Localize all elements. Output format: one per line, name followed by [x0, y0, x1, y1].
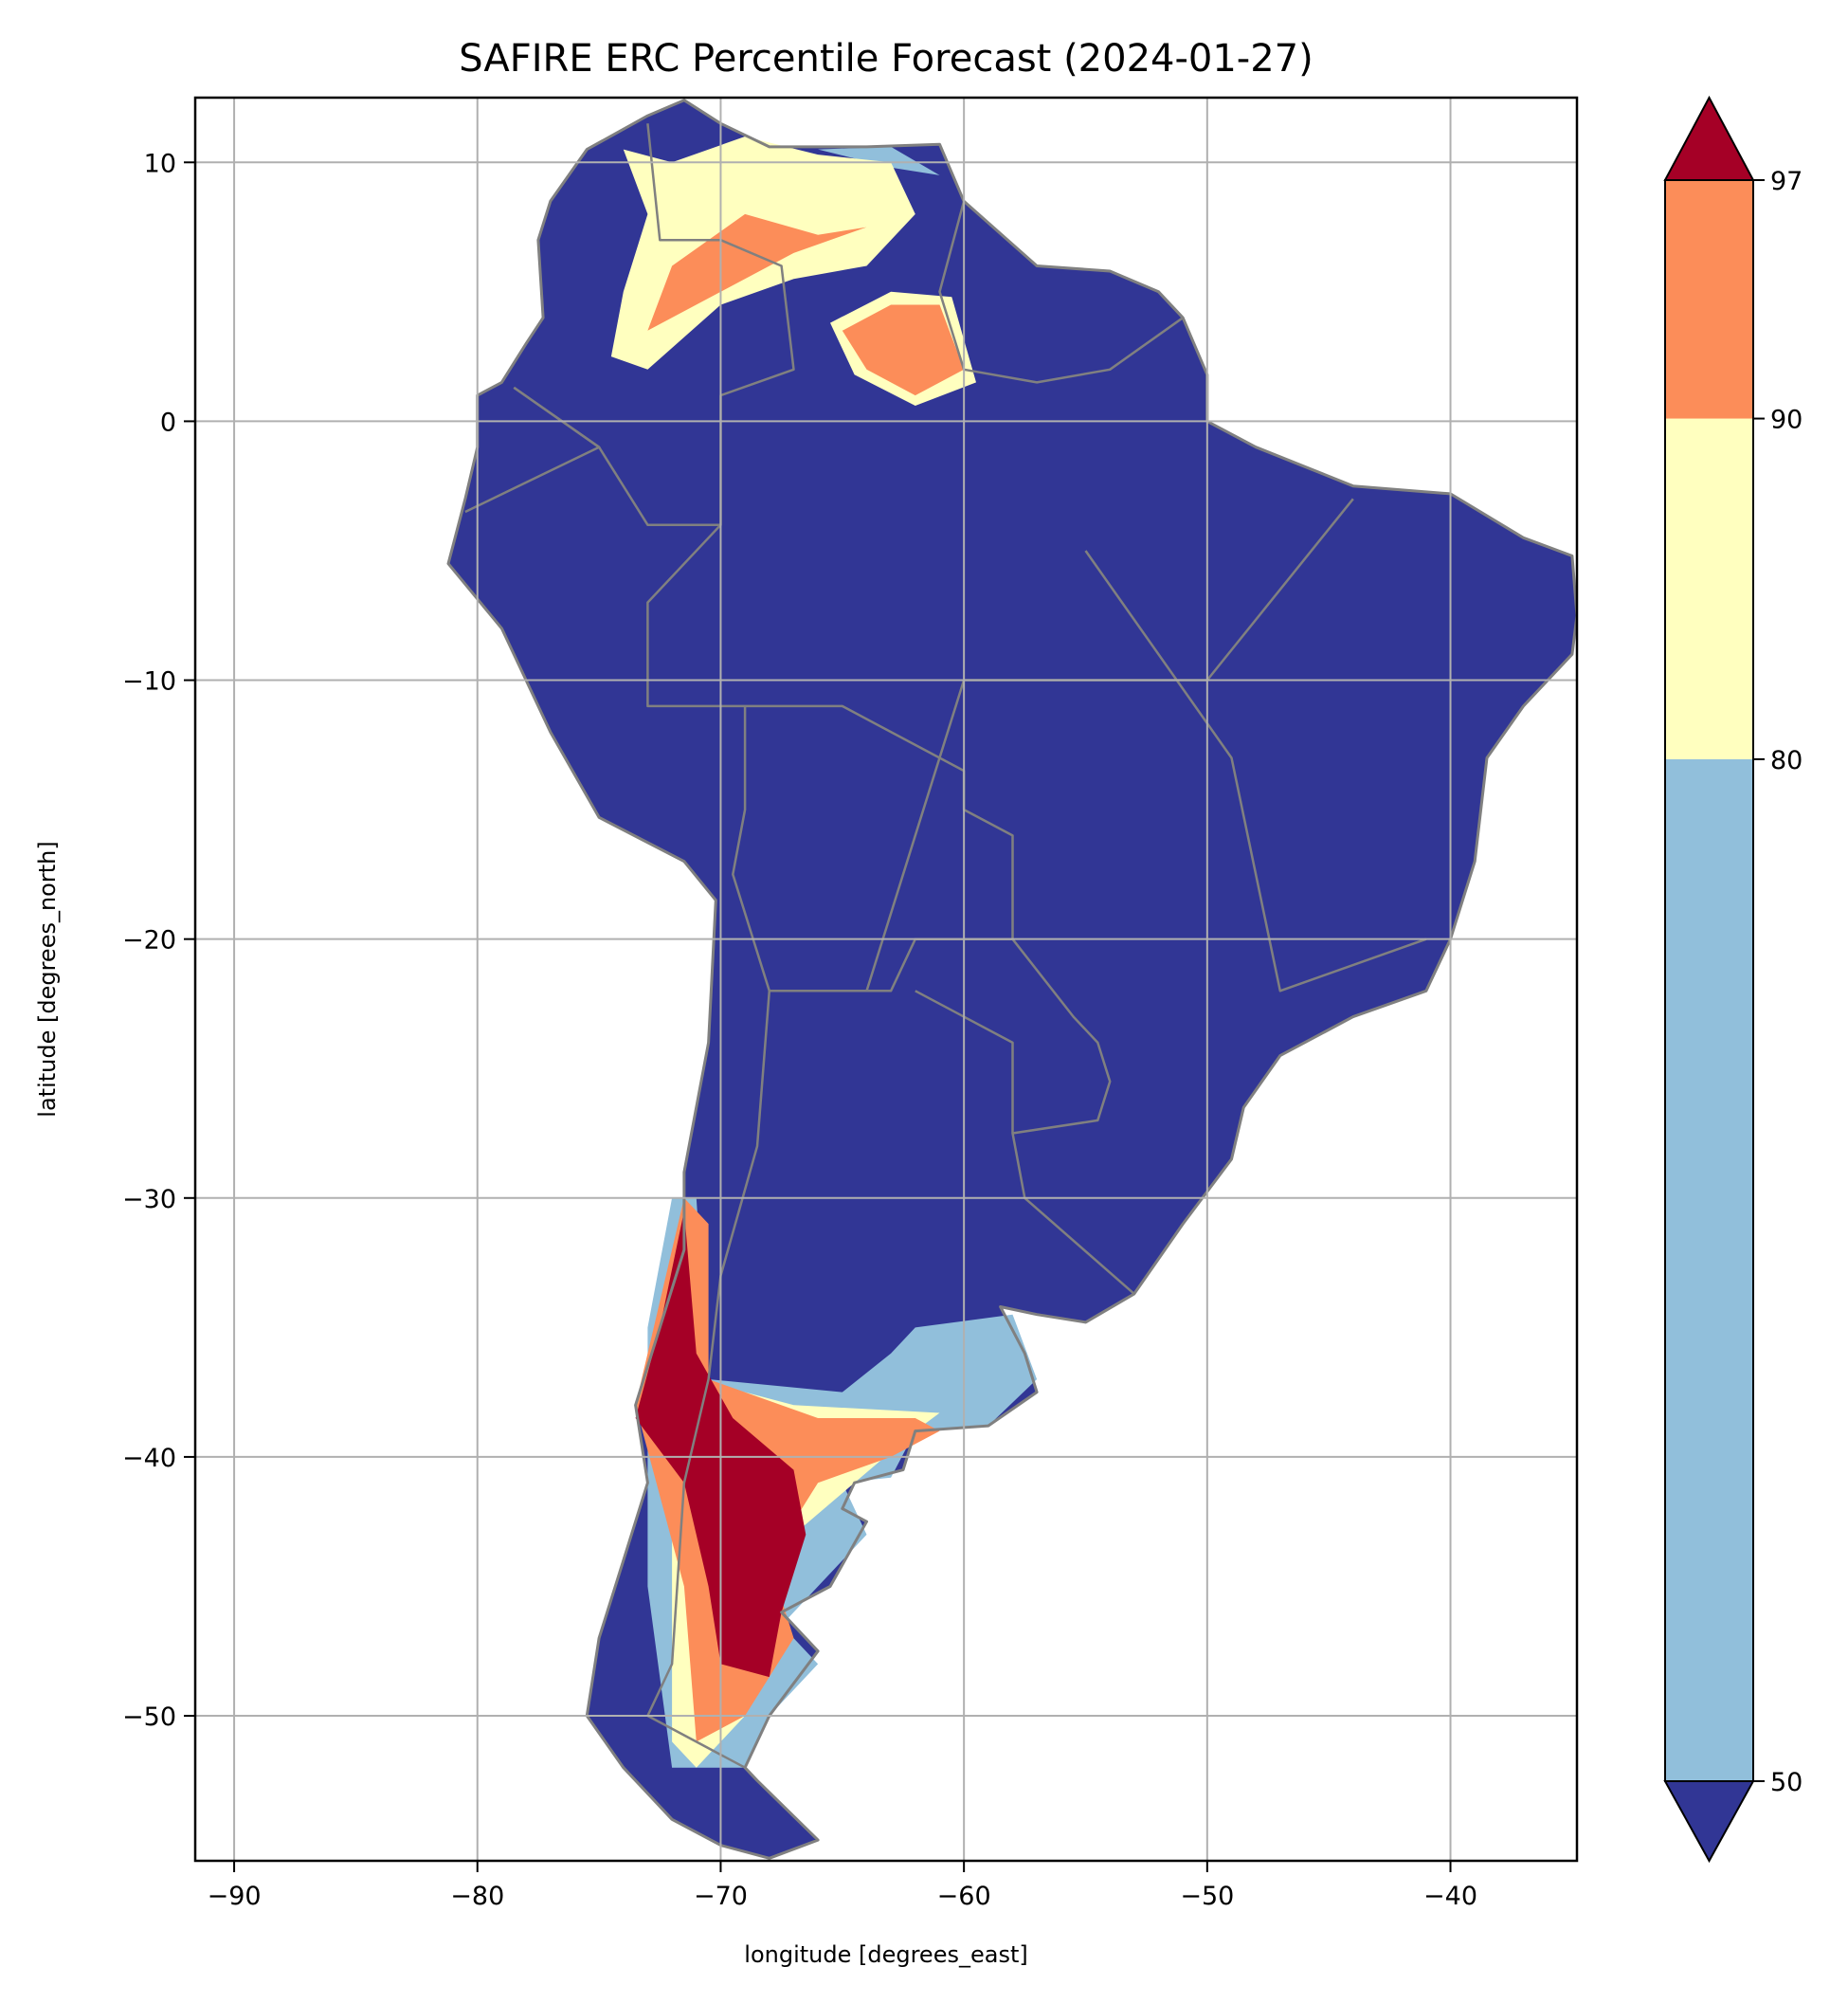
x-tick-label: −50	[1180, 1882, 1234, 1911]
y-tick-label: −40	[122, 1444, 176, 1473]
x-tick-label: −70	[694, 1882, 748, 1911]
land-below-50	[448, 100, 1577, 1859]
y-axis-label: latitude [degrees_north]	[34, 841, 61, 1117]
y-axis: 10 0 −10 −20 −30 −40 −50	[122, 149, 195, 1732]
y-tick-label: −10	[122, 667, 176, 697]
x-tick-label: −80	[450, 1882, 504, 1911]
x-tick-label: −40	[1423, 1882, 1477, 1911]
coastline	[446, 99, 1577, 1860]
map-layer	[446, 99, 1577, 1860]
colorbar-segment	[1665, 758, 1753, 1781]
y-tick-label: −50	[122, 1703, 176, 1732]
colorbar-segment	[1665, 418, 1753, 759]
colorbar-extend-min	[1663, 1780, 1755, 1864]
axes-frame	[193, 96, 1579, 1863]
colorbar-frame	[1664, 179, 1754, 1782]
plot-area	[193, 96, 1579, 1863]
country-border	[915, 938, 1112, 1135]
colorbar-segment	[1665, 180, 1753, 419]
country-border	[938, 200, 1184, 384]
x-tick-label: −60	[937, 1882, 991, 1911]
colorbar: 50 80 90 97	[1663, 95, 1803, 1864]
region-50-80-venezuela	[818, 146, 940, 175]
colorbar-tick-label: 90	[1770, 406, 1803, 435]
colorbar-tick-label: 50	[1770, 1768, 1803, 1797]
x-axis: −90 −80 −70 −60 −50 −40	[208, 1861, 1477, 1911]
chart-title: SAFIRE ERC Percentile Forecast (2024-01-…	[459, 37, 1314, 81]
country-border	[1084, 550, 1427, 992]
x-axis-label: longitude [degrees_east]	[744, 1941, 1027, 1968]
region-90-97-guyana	[842, 304, 965, 396]
country-border	[513, 123, 795, 526]
y-tick-label: −30	[122, 1185, 176, 1214]
region-90-97-venezuela	[647, 213, 867, 331]
country-border	[464, 386, 601, 514]
y-tick-label: −20	[122, 926, 176, 956]
colorbar-tick-label: 97	[1770, 167, 1803, 196]
x-tick-label: −90	[208, 1882, 262, 1911]
y-tick-label: 0	[160, 408, 176, 437]
y-tick-label: 10	[144, 149, 176, 178]
colorbar-tick-label: 80	[1770, 746, 1803, 775]
colorbar-extend-max	[1663, 95, 1755, 181]
country-border	[646, 991, 771, 1769]
